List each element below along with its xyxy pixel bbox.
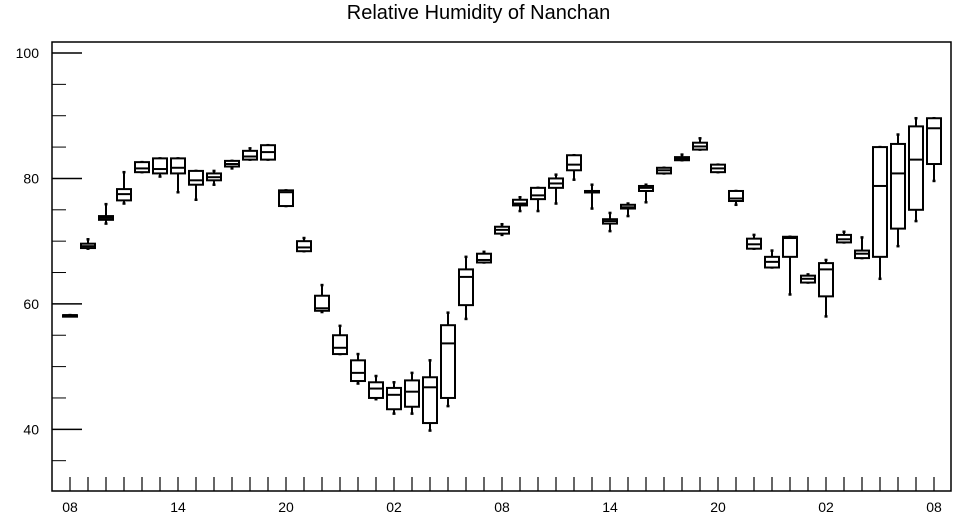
box-item <box>638 183 654 204</box>
box-item <box>710 163 726 174</box>
box-body <box>908 125 924 211</box>
x-tick-label: 02 <box>818 499 834 515</box>
box-item <box>584 183 600 210</box>
box-body <box>818 262 834 298</box>
box-item <box>134 160 150 174</box>
box-item <box>152 157 168 178</box>
box-item <box>332 324 348 356</box>
y-axis: 40 60 80 100 <box>16 45 82 437</box>
box-body <box>188 169 204 186</box>
box-item <box>764 249 780 269</box>
y-tick-label: 80 <box>23 170 39 186</box>
box-body <box>458 268 474 307</box>
box-body <box>386 386 402 411</box>
box-body <box>404 379 420 408</box>
box-body <box>422 376 438 425</box>
x-tick-label: 14 <box>602 499 618 515</box>
box-body <box>350 359 366 383</box>
box-body <box>872 146 888 258</box>
box-item <box>476 250 492 264</box>
box-item <box>170 157 186 194</box>
box-body <box>170 157 186 175</box>
box-item <box>188 169 204 202</box>
box-body <box>566 154 582 172</box>
box-item <box>656 166 672 175</box>
x-tick-label: 08 <box>62 499 78 515</box>
box-item <box>512 196 528 213</box>
box-item <box>782 235 798 296</box>
box-item <box>386 381 402 415</box>
box-item <box>836 230 852 244</box>
box-item <box>62 313 78 318</box>
y-tick-label: 100 <box>16 45 40 61</box>
box-item <box>296 236 312 253</box>
y-minor-ticks <box>52 83 66 462</box>
box-item <box>368 374 384 401</box>
box-item <box>800 273 816 284</box>
box-item <box>530 186 546 213</box>
box-item <box>674 153 690 162</box>
box-item <box>566 153 582 181</box>
box-item <box>602 211 618 233</box>
x-tick-label: 08 <box>926 499 942 515</box>
box-body <box>728 189 744 203</box>
x-tick-label: 20 <box>278 499 294 515</box>
box-item <box>746 233 762 250</box>
box-item <box>548 173 564 205</box>
box-item <box>422 359 438 432</box>
box-item <box>314 283 330 314</box>
box-item <box>206 169 222 186</box>
box-item <box>116 170 132 205</box>
y-tick-label: 40 <box>23 421 39 437</box>
x-tick-label: 14 <box>170 499 186 515</box>
box-item <box>80 238 96 250</box>
box-item <box>872 145 888 281</box>
box-body <box>926 117 942 166</box>
box-item <box>494 222 510 237</box>
box-item <box>926 116 942 183</box>
box-item <box>404 371 420 415</box>
chart-title: Relative Humidity of Nanchan <box>346 2 611 24</box>
box-item <box>350 352 366 385</box>
x-tick-label: 02 <box>386 499 402 515</box>
box-body <box>530 186 546 201</box>
box-body <box>890 142 906 230</box>
box-item <box>620 202 636 218</box>
box-item <box>98 202 114 225</box>
box-item <box>242 147 258 161</box>
box-item <box>260 143 276 161</box>
box-item <box>440 311 456 408</box>
box-item <box>728 189 744 207</box>
box-body <box>476 252 492 264</box>
box-body <box>278 189 294 208</box>
plot-frame <box>51 41 952 492</box>
box-body <box>134 161 150 174</box>
box-item <box>818 258 834 318</box>
x-tick-label: 20 <box>710 499 726 515</box>
box-item <box>890 133 906 248</box>
box-body <box>368 381 384 399</box>
box-item <box>278 189 294 208</box>
x-axis: 08 14 20 02 08 14 20 02 08 <box>62 477 942 515</box>
box-item <box>692 137 708 151</box>
box-series <box>62 116 942 432</box>
box-body <box>242 149 258 161</box>
box-item <box>854 236 870 260</box>
box-item <box>224 159 240 170</box>
box-item <box>458 255 474 321</box>
box-body <box>440 324 456 399</box>
box-body <box>332 334 348 356</box>
x-tick-label: 08 <box>494 499 510 515</box>
box-item <box>908 116 924 223</box>
box-body <box>296 240 312 253</box>
box-body <box>782 235 798 258</box>
box-body <box>314 294 330 312</box>
box-body <box>152 157 168 175</box>
y-tick-label: 60 <box>23 296 39 312</box>
